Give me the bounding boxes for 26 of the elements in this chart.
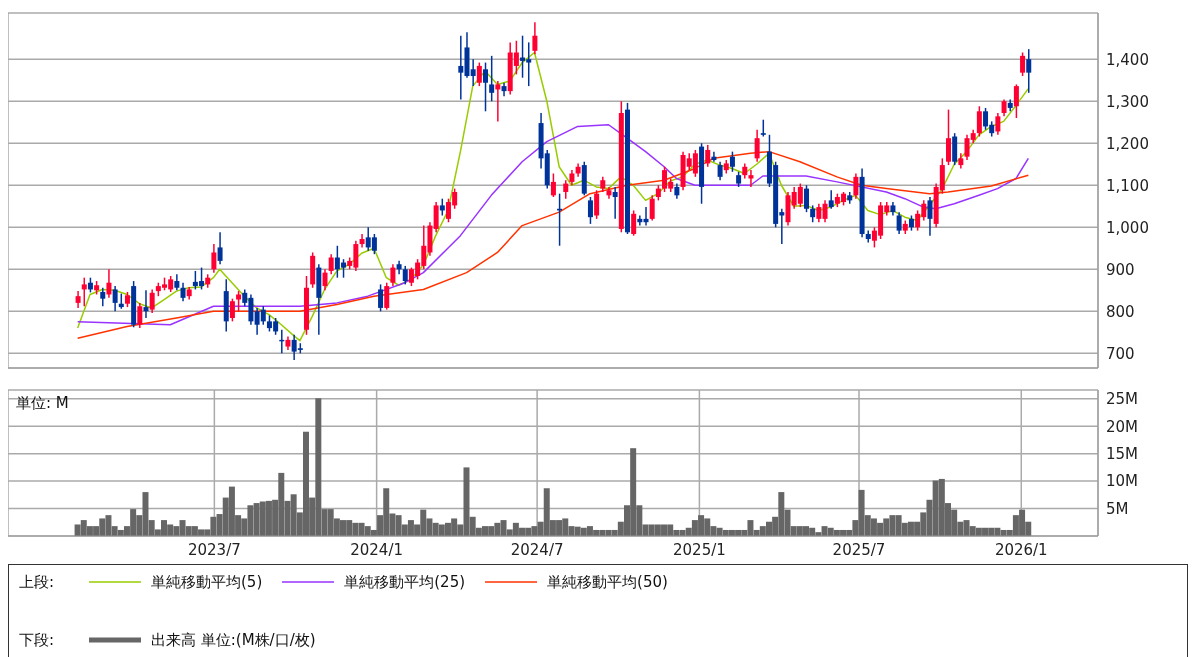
y-tick-label: 1,000 [1106, 218, 1149, 237]
y-tick-label: 10M [1106, 472, 1139, 491]
x-tick-label: 2026/1 [994, 540, 1048, 559]
x-tick-label: 2024/7 [510, 540, 564, 559]
y-tick-label: 800 [1106, 302, 1135, 321]
y-tick-label: 1,200 [1106, 134, 1149, 153]
y-tick-label: 1,300 [1106, 92, 1149, 111]
y-tick-label: 1,100 [1106, 176, 1149, 195]
x-tick-label: 2023/7 [187, 540, 241, 559]
legend-label: 単純移動平均(5) [151, 572, 263, 592]
annotation: 単位: M [16, 394, 69, 413]
legend-label: 単純移動平均(50) [547, 572, 668, 592]
x-tick-label: 2024/1 [350, 540, 404, 559]
y-tick-label: 1,400 [1106, 50, 1149, 69]
x-tick-label: 2025/1 [673, 540, 726, 559]
y-tick-label: 20M [1106, 417, 1139, 436]
x-tick-label: 2025/7 [832, 540, 886, 559]
y-tick-label: 5M [1106, 499, 1129, 518]
legend-label: 出来高 単位:(M株/口/枚) [151, 630, 316, 650]
y-tick-label: 700 [1106, 344, 1135, 363]
y-tick-label: 15M [1106, 444, 1139, 463]
legend-label: 単純移動平均(25) [344, 572, 466, 592]
legend-title: 下段: [19, 630, 56, 650]
legend-title: 上段: [19, 572, 56, 592]
y-tick-label: 900 [1106, 260, 1135, 279]
y-tick-label: 25M [1106, 390, 1139, 409]
